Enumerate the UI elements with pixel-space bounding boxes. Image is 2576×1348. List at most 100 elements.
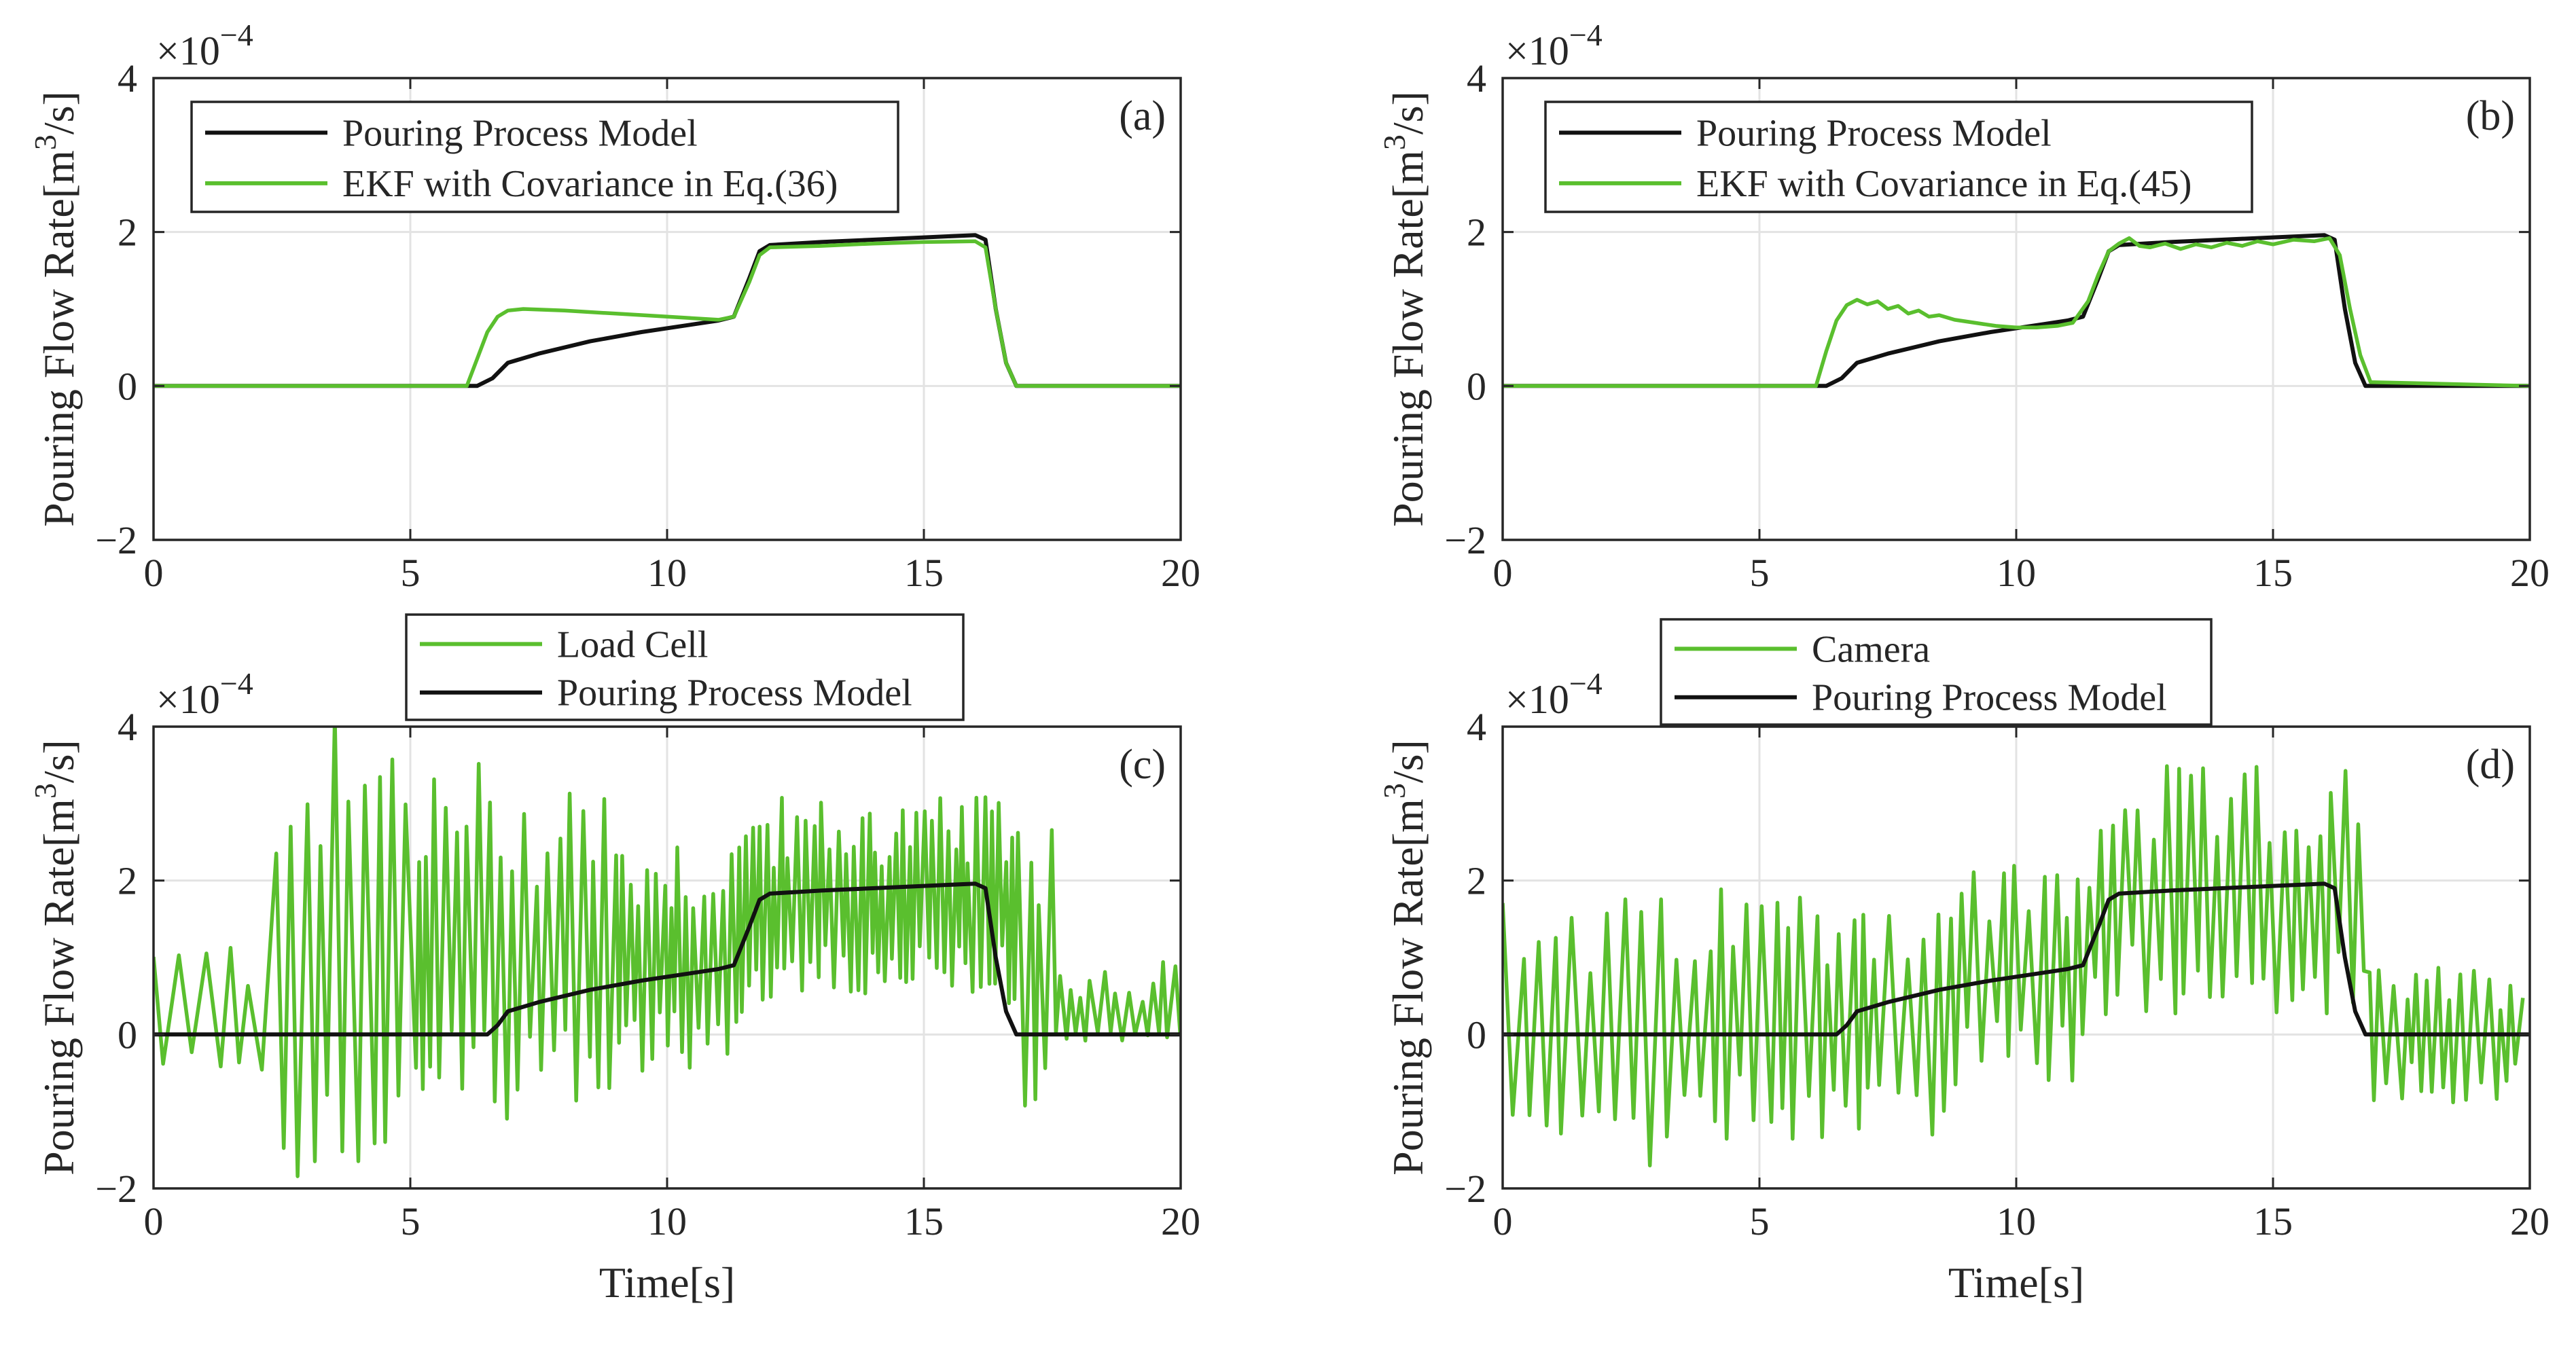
y-axis-label-tail: /s]: [1384, 91, 1432, 134]
x-tick-label: 10: [1997, 1199, 2036, 1243]
legend: Pouring Process Model EKF with Covariance…: [190, 101, 899, 213]
y-axis-label-tail: /s]: [35, 91, 83, 134]
series-group: [154, 233, 1181, 388]
legend-entry: Pouring Process Model: [1812, 677, 2167, 719]
x-tick-label: 10: [647, 551, 687, 595]
legend-entry: Pouring Process Model: [342, 112, 698, 154]
legend: Camera Pouring Process Model: [1660, 618, 2213, 726]
x-tick-label: 5: [401, 1199, 421, 1243]
y-axis-label-main: Pouring Flow Rate[m: [35, 799, 83, 1176]
y-axis-label-main: Pouring Flow Rate[m: [1384, 150, 1432, 527]
y-tick-label: 0: [1467, 364, 1486, 408]
x-tick-label: 0: [144, 551, 164, 595]
x-tick-label: 0: [144, 1199, 164, 1243]
y-exponent-power: −4: [1569, 666, 1603, 701]
y-tick-label: 0: [118, 1013, 137, 1057]
legend-entry: Camera: [1812, 628, 1930, 670]
panel-label: (d): [2466, 742, 2515, 788]
y-axis-label-sup: 3: [1377, 783, 1412, 799]
x-tick-label: 15: [2253, 1199, 2293, 1243]
panel-label: (c): [1119, 742, 1166, 788]
y-axis-label-sup: 3: [28, 134, 62, 150]
y-tick-label: 2: [1467, 859, 1486, 903]
y-tick-label: 2: [118, 859, 137, 903]
y-exponent-label: ×10−4: [156, 666, 253, 722]
y-tick-label: 0: [118, 364, 137, 408]
y-axis-label-tail: /s]: [1384, 740, 1432, 783]
x-tick-label: 0: [1493, 1199, 1513, 1243]
y-axis-label-sup: 3: [28, 783, 62, 799]
y-tick-label: −2: [95, 1167, 137, 1211]
y-tick-label: −2: [1444, 518, 1486, 562]
series-line-model: [1503, 881, 2530, 1037]
y-exponent-base: ×10: [156, 29, 220, 73]
panel-label: (b): [2466, 93, 2515, 139]
legend: Pouring Process Model EKF with Covariance…: [1544, 101, 2253, 213]
x-tick-label: 20: [1161, 1199, 1200, 1243]
legend-box: [190, 101, 899, 213]
legend-box: [1660, 618, 2213, 726]
y-tick-label: 4: [118, 705, 137, 749]
x-axis-label: Time[s]: [599, 1258, 735, 1307]
y-exponent-base: ×10: [156, 677, 220, 722]
y-axis-label: Pouring Flow Rate[m3/s]: [1377, 740, 1432, 1176]
y-tick-label: 0: [1467, 1013, 1486, 1057]
series-group: [1503, 233, 2530, 388]
y-axis-label-main: Pouring Flow Rate[m: [1384, 799, 1432, 1176]
y-tick-label: −2: [95, 518, 137, 562]
series-line-measured: [1503, 236, 2530, 388]
y-exponent-label: ×10−4: [156, 18, 253, 73]
x-tick-label: 15: [904, 551, 944, 595]
x-tick-label: 10: [1997, 551, 2036, 595]
y-tick-label: −2: [1444, 1167, 1486, 1211]
x-tick-label: 20: [1161, 551, 1200, 595]
legend-entry: EKF with Covariance in Eq.(45): [1696, 163, 2192, 205]
y-exponent-label: ×10−4: [1505, 666, 1603, 722]
y-axis-label-tail: /s]: [35, 740, 83, 783]
x-tick-label: 5: [401, 551, 421, 595]
x-tick-label: 15: [904, 1199, 944, 1243]
y-exponent-power: −4: [1569, 18, 1603, 52]
x-tick-label: 5: [1750, 551, 1770, 595]
y-axis-label: Pouring Flow Rate[m3/s]: [1377, 91, 1432, 527]
y-tick-label: 4: [1467, 56, 1486, 101]
x-tick-label: 5: [1750, 1199, 1770, 1243]
y-exponent-base: ×10: [1505, 29, 1569, 73]
legend-entry: Load Cell: [557, 623, 708, 666]
x-tick-label: 0: [1493, 551, 1513, 595]
legend: Load Cell Pouring Process Model: [405, 613, 965, 721]
series-line-model: [154, 881, 1181, 1037]
x-axis-label: Time[s]: [1948, 1258, 2084, 1307]
series-line-measured: [154, 727, 1181, 1178]
legend-box: [405, 613, 965, 721]
y-tick-label: 4: [118, 56, 137, 101]
y-exponent-power: −4: [220, 18, 253, 52]
y-exponent-power: −4: [220, 666, 253, 701]
y-axis-label-main: Pouring Flow Rate[m: [35, 150, 83, 527]
y-tick-label: 2: [1467, 211, 1486, 255]
legend-entry: EKF with Covariance in Eq.(36): [342, 163, 838, 205]
y-exponent-base: ×10: [1505, 677, 1569, 722]
legend-entry: Pouring Process Model: [1696, 112, 2052, 154]
x-tick-label: 10: [647, 1199, 687, 1243]
series-group: [1503, 764, 2530, 1168]
x-tick-label: 20: [2510, 551, 2550, 595]
legend-entry: Pouring Process Model: [557, 672, 912, 714]
y-axis-label: Pouring Flow Rate[m3/s]: [28, 91, 83, 527]
y-axis-label: Pouring Flow Rate[m3/s]: [28, 740, 83, 1176]
series-line-measured: [154, 239, 1181, 388]
series-line-measured: [1503, 764, 2525, 1168]
y-exponent-label: ×10−4: [1505, 18, 1603, 73]
legend-box: [1544, 101, 2253, 213]
series-group: [154, 727, 1181, 1178]
y-tick-label: 2: [118, 211, 137, 255]
panel-label: (a): [1119, 93, 1166, 139]
x-tick-label: 15: [2253, 551, 2293, 595]
y-tick-label: 4: [1467, 705, 1486, 749]
